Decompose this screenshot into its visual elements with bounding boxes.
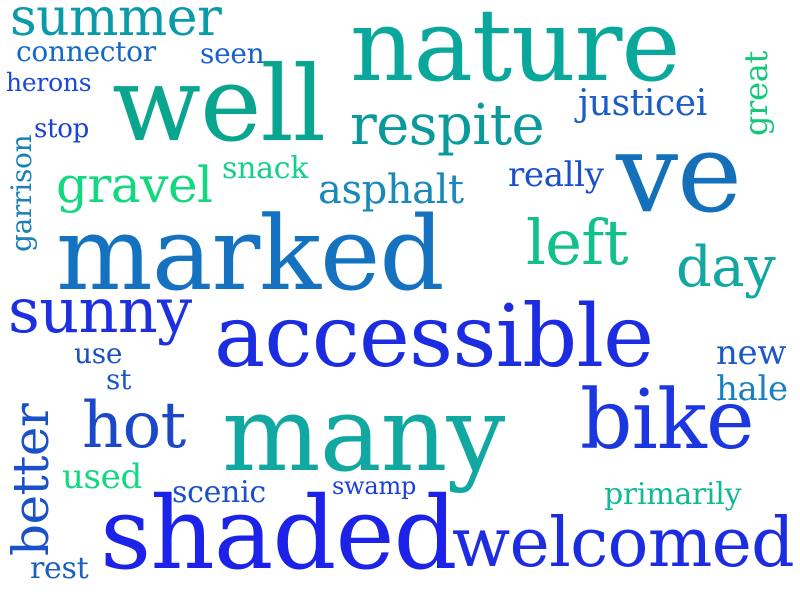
word-garrison: garrison xyxy=(5,134,38,252)
word-many: many xyxy=(222,373,505,495)
word-marked: marked xyxy=(56,195,445,314)
word-swamp: swamp xyxy=(332,472,417,500)
word-snack: snack xyxy=(222,151,309,186)
word-accessible: accessible xyxy=(214,287,654,387)
word-scenic: scenic xyxy=(172,475,266,510)
word-used: used xyxy=(62,457,142,497)
word-stop: stop xyxy=(34,114,90,144)
word-great: great xyxy=(737,50,775,136)
word-left: left xyxy=(526,206,629,279)
word-better: better xyxy=(2,403,60,556)
word-new: new xyxy=(716,333,787,373)
word-connector: connector xyxy=(16,35,156,68)
word-really: really xyxy=(508,155,604,195)
word-day: day xyxy=(676,235,776,300)
word-nature: nature xyxy=(350,0,681,104)
word-seen: seen xyxy=(200,37,265,70)
word-well: well xyxy=(112,43,326,165)
word-bike: bike xyxy=(580,373,754,468)
word-hot: hot xyxy=(82,389,186,463)
word-summer: summer xyxy=(10,0,222,48)
word-sunny: sunny xyxy=(8,274,192,347)
word-shaded: shaded xyxy=(100,475,458,592)
word-justicei: justicei xyxy=(578,83,707,124)
word-use: use xyxy=(74,337,123,370)
word-rest: rest xyxy=(30,551,89,586)
word-asphalt: asphalt xyxy=(318,167,464,213)
word-gravel: gravel xyxy=(56,156,213,214)
word-welcomed: welcomed xyxy=(452,504,795,583)
word-st: st xyxy=(106,363,132,396)
word-respite: respite xyxy=(350,93,545,158)
word-primarily: primarily xyxy=(604,477,742,512)
word-hale: hale xyxy=(716,369,788,409)
word-herons: herons xyxy=(6,68,92,97)
word-ve: ve xyxy=(616,109,742,237)
